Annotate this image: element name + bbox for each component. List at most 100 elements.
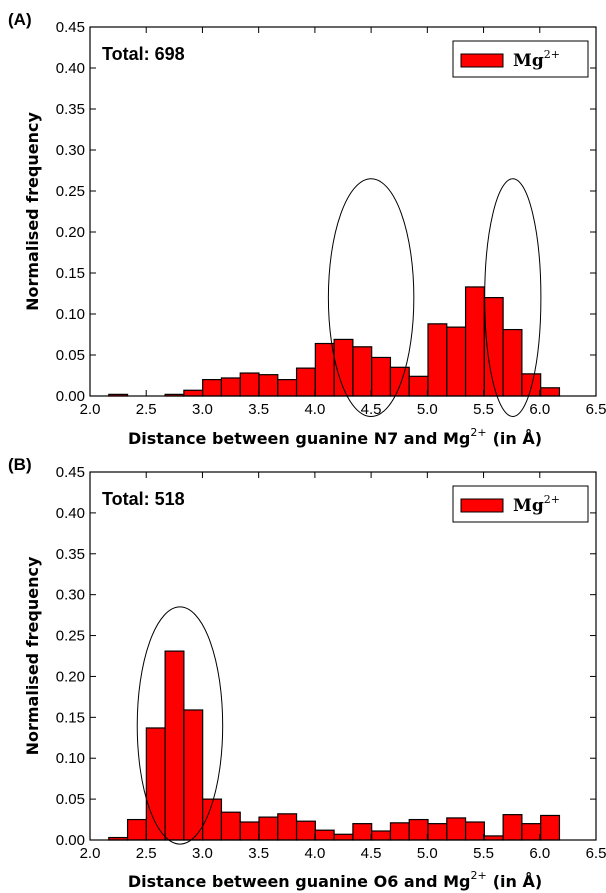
y-tick-label: 0.20 bbox=[56, 668, 85, 685]
y-tick-label: 0.05 bbox=[56, 347, 85, 364]
histogram-bar bbox=[427, 323, 448, 397]
x-axis-title: Distance between guanine N7 and Mg2+ (in … bbox=[128, 426, 542, 448]
highlight-ellipse bbox=[136, 606, 224, 845]
histogram-bar bbox=[427, 823, 448, 841]
panel-label: (B) bbox=[8, 455, 32, 474]
x-tick-label: 6.0 bbox=[529, 401, 550, 418]
x-axis-title: Distance between guanine O6 and Mg2+ (in … bbox=[128, 869, 542, 891]
legend-swatch bbox=[460, 498, 504, 513]
histogram-bar bbox=[521, 373, 542, 397]
histogram-bar bbox=[333, 833, 354, 841]
chart-panel-a: 2.0 2.5 3.0 3.5 4.0 4.5 5.0 5.5 6.0 6.5 0.00 0.05 0.… bbox=[8, 10, 606, 448]
plot-frame bbox=[89, 471, 597, 841]
histogram-bar bbox=[446, 326, 467, 397]
histogram-bar bbox=[389, 366, 410, 397]
x-tick-label: 3.5 bbox=[248, 845, 269, 862]
histogram-bar bbox=[202, 379, 223, 397]
histogram-bar bbox=[483, 835, 504, 841]
highlight-ellipse bbox=[484, 178, 542, 418]
x-tick-label: 4.5 bbox=[361, 401, 382, 418]
x-tick-label: 2.5 bbox=[136, 401, 157, 418]
histogram-bar bbox=[502, 814, 523, 841]
x-axis-title-unit: (in Å) bbox=[493, 872, 542, 891]
y-tick-label: 0.20 bbox=[56, 224, 85, 241]
histogram-bar bbox=[352, 346, 373, 397]
x-tick-label: 6.0 bbox=[529, 845, 550, 862]
highlight-ellipse bbox=[327, 178, 415, 418]
histogram-bar bbox=[540, 814, 561, 841]
histogram-bar bbox=[164, 650, 185, 841]
histogram-bar bbox=[352, 823, 373, 841]
x-tick-label: 6.5 bbox=[586, 845, 606, 862]
y-tick-label: 0.10 bbox=[56, 750, 85, 767]
x-tick-label: 5.0 bbox=[417, 845, 438, 862]
x-tick-label: 2.0 bbox=[80, 401, 101, 418]
y-tick-label: 0.35 bbox=[56, 101, 85, 118]
x-axis-title-sup: 2+ bbox=[470, 426, 486, 439]
total-annotation: Total: 698 bbox=[102, 44, 185, 64]
x-axis-title-main: Distance between guanine N7 and Mg bbox=[128, 429, 470, 448]
histogram-bar bbox=[389, 822, 410, 841]
x-tick-label: 2.5 bbox=[136, 845, 157, 862]
histogram-bar bbox=[371, 830, 392, 841]
histogram-bar bbox=[540, 387, 561, 397]
x-tick-label: 4.5 bbox=[361, 845, 382, 862]
y-tick-label: 0.45 bbox=[56, 19, 85, 36]
histogram-bar bbox=[239, 821, 260, 841]
y-tick-label: 0.15 bbox=[56, 265, 85, 282]
x-tick-label: 3.5 bbox=[248, 401, 269, 418]
histogram-bar bbox=[183, 709, 204, 841]
legend-superscript: 2+ bbox=[544, 493, 560, 506]
y-tick-label: 0.10 bbox=[56, 306, 85, 323]
histogram-bar bbox=[464, 286, 485, 397]
y-tick-label: 0.15 bbox=[56, 709, 85, 726]
histogram-bar bbox=[408, 375, 429, 397]
x-tick-label: 5.5 bbox=[473, 845, 494, 862]
histogram-bar bbox=[521, 823, 542, 841]
histogram-bar bbox=[295, 367, 316, 397]
y-tick-label: 0.45 bbox=[56, 464, 85, 481]
x-axis-title-main: Distance between guanine O6 and Mg bbox=[128, 872, 471, 891]
x-tick-label: 4.0 bbox=[304, 845, 325, 862]
x-axis-title-sup: 2+ bbox=[470, 869, 486, 882]
histogram-bar bbox=[126, 818, 147, 841]
histogram-bar bbox=[258, 816, 279, 841]
y-tick-label: 0.25 bbox=[56, 628, 85, 645]
histogram-bar bbox=[314, 342, 335, 397]
x-tick-label: 4.0 bbox=[304, 401, 325, 418]
x-axis-title-unit: (in Å) bbox=[493, 429, 542, 448]
x-tick-label: 5.5 bbox=[473, 401, 494, 418]
chart-panel-b: 2.0 2.5 3.0 3.5 4.0 4.5 5.0 5.5 6.0 6.5 0.00 0.05 0.… bbox=[8, 455, 606, 891]
histogram-bar bbox=[502, 328, 523, 397]
y-tick-label: 0.30 bbox=[56, 142, 85, 159]
x-tick-label: 5.0 bbox=[417, 401, 438, 418]
histogram-bar bbox=[277, 813, 298, 841]
histogram-bar bbox=[464, 821, 485, 841]
y-tick-label: 0.00 bbox=[56, 832, 85, 849]
histogram-bar bbox=[220, 377, 241, 397]
x-tick-label: 3.0 bbox=[192, 845, 213, 862]
histogram-bar bbox=[408, 818, 429, 841]
y-axis-title: Normalised frequency bbox=[23, 556, 42, 755]
x-tick-label: 2.0 bbox=[80, 845, 101, 862]
y-tick-label: 0.00 bbox=[56, 388, 85, 405]
legend-superscript: 2+ bbox=[544, 48, 560, 61]
plot-frame bbox=[89, 26, 597, 397]
histogram-bar bbox=[258, 374, 279, 397]
histogram-bar bbox=[314, 829, 335, 841]
y-tick-label: 0.40 bbox=[56, 60, 85, 77]
legend-swatch bbox=[460, 53, 504, 68]
histogram-bar bbox=[277, 379, 298, 397]
y-tick-label: 0.25 bbox=[56, 183, 85, 200]
y-tick-label: 0.35 bbox=[56, 546, 85, 563]
histogram-bar bbox=[371, 356, 392, 397]
total-annotation: Total: 518 bbox=[102, 489, 185, 509]
y-tick-label: 0.05 bbox=[56, 791, 85, 808]
panel-label: (A) bbox=[8, 10, 32, 29]
y-tick-label: 0.40 bbox=[56, 505, 85, 522]
histogram-bar bbox=[446, 817, 467, 841]
x-tick-label: 3.0 bbox=[192, 401, 213, 418]
y-tick-label: 0.30 bbox=[56, 587, 85, 604]
histogram-bar bbox=[239, 372, 260, 397]
y-axis-title: Normalised frequency bbox=[23, 112, 42, 311]
